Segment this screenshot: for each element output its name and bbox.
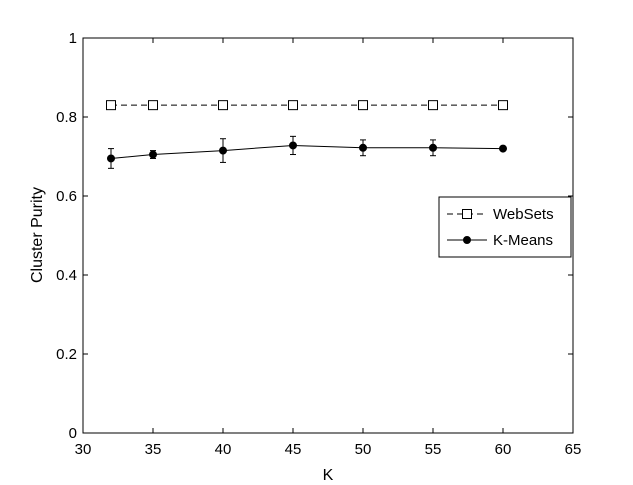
- y-tick-label: 0.2: [56, 346, 77, 363]
- data-point-square: [218, 100, 228, 111]
- data-point-square: [462, 209, 472, 219]
- data-point-square: [498, 100, 508, 111]
- series-layer: [106, 100, 508, 169]
- series-websets: [106, 100, 508, 111]
- data-point-circle: [499, 144, 507, 153]
- legend-box: [438, 196, 572, 258]
- data-point-circle: [463, 236, 471, 244]
- data-point-square: [148, 100, 158, 111]
- x-tick-label: 35: [145, 441, 162, 458]
- series-k-means: [107, 135, 507, 169]
- legend-label: WebSets: [493, 206, 554, 223]
- data-point-circle: [219, 146, 227, 155]
- x-tick-label: 45: [285, 441, 302, 458]
- y-axis-title: Cluster Purity: [29, 187, 46, 283]
- x-tick-label: 30: [75, 441, 92, 458]
- y-tick-label: 0.4: [56, 267, 77, 284]
- legend: WebSets K-Means: [438, 196, 572, 258]
- x-tick-label: 50: [355, 441, 372, 458]
- x-tick-label: 65: [565, 441, 582, 458]
- data-point-circle: [289, 141, 297, 150]
- data-point-circle: [429, 143, 437, 152]
- data-point-circle: [359, 143, 367, 152]
- legend-label: K-Means: [493, 232, 553, 249]
- x-tick-label: 60: [495, 441, 512, 458]
- data-point-circle: [107, 154, 115, 163]
- axis-ticks: 30 35 40 45 50 55 60 65 0 0.2 0.4 0.6 0.8 1: [56, 30, 581, 458]
- data-point-square: [428, 100, 438, 111]
- x-axis-title: K: [323, 467, 334, 484]
- legend-entry: K-Means: [447, 232, 553, 249]
- y-tick-label: 0.8: [56, 109, 77, 126]
- legend-entry: WebSets: [447, 206, 554, 223]
- y-tick-label: 0: [69, 425, 77, 442]
- data-point-square: [288, 100, 298, 111]
- data-point-square: [106, 100, 116, 111]
- x-tick-label: 55: [425, 441, 442, 458]
- y-tick-label: 1: [69, 30, 77, 47]
- y-tick-label: 0.6: [56, 188, 77, 205]
- data-point-square: [358, 100, 368, 111]
- data-point-circle: [149, 150, 157, 159]
- x-tick-label: 40: [215, 441, 232, 458]
